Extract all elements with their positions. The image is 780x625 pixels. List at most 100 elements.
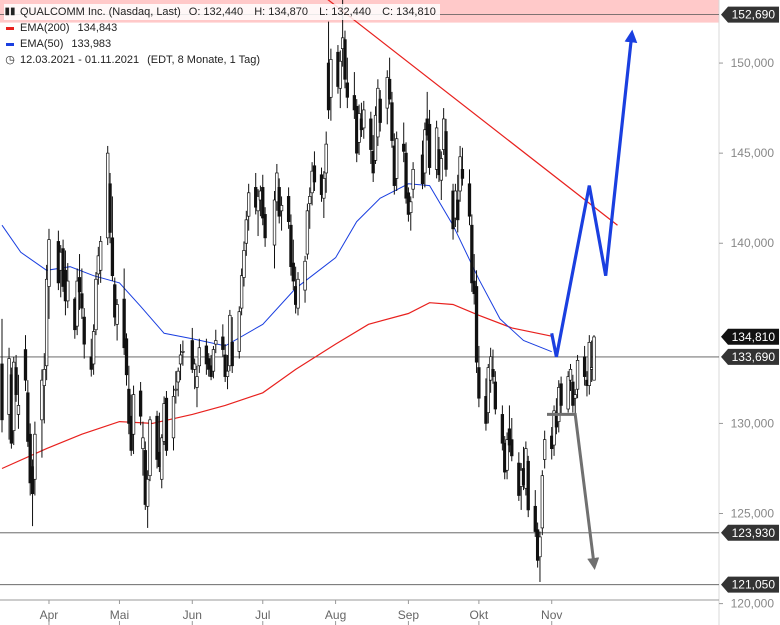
candle bbox=[538, 531, 542, 582]
candle-body bbox=[395, 138, 399, 179]
y-tick-label: 145,000 bbox=[731, 146, 775, 160]
candle-body bbox=[14, 367, 18, 395]
candle-body bbox=[148, 419, 152, 477]
candle-body bbox=[26, 392, 30, 442]
candle-body bbox=[566, 376, 570, 410]
candle bbox=[486, 363, 490, 424]
candle-body bbox=[110, 237, 115, 277]
candle-body bbox=[277, 187, 281, 217]
y-tick-label: 140,000 bbox=[731, 236, 775, 250]
candle bbox=[214, 329, 218, 354]
candle-body bbox=[138, 390, 143, 417]
candles-group bbox=[0, 0, 596, 582]
price-marker-label: 152,690 bbox=[732, 8, 776, 22]
x-tick-label: Okt bbox=[470, 608, 489, 622]
candle-body bbox=[543, 439, 547, 460]
candle bbox=[308, 187, 312, 229]
candle bbox=[122, 268, 126, 355]
candle bbox=[256, 189, 260, 237]
candle bbox=[225, 354, 230, 390]
candle-body bbox=[228, 314, 232, 367]
candle bbox=[566, 371, 570, 413]
candle bbox=[505, 432, 509, 480]
candle-body bbox=[28, 433, 32, 484]
candle-body bbox=[279, 205, 284, 212]
candle bbox=[427, 109, 432, 175]
candle bbox=[190, 327, 194, 373]
candle-body bbox=[289, 224, 293, 268]
candle bbox=[221, 324, 225, 357]
candle-body bbox=[204, 345, 209, 365]
candle bbox=[77, 254, 82, 310]
instrument-name: QUALCOMM Inc. (Nasdaq, Last) bbox=[20, 6, 181, 18]
candle-body bbox=[122, 298, 126, 349]
candle-body bbox=[291, 262, 295, 282]
ema200-line bbox=[1, 302, 552, 470]
candle bbox=[571, 374, 575, 413]
x-tick-label: Jun bbox=[183, 608, 202, 622]
candle bbox=[329, 48, 333, 121]
candle bbox=[369, 111, 373, 164]
candle-body bbox=[402, 143, 406, 152]
candle bbox=[115, 299, 119, 341]
candle bbox=[146, 470, 150, 528]
candle bbox=[66, 263, 70, 309]
candle bbox=[272, 190, 277, 269]
candle-body bbox=[329, 59, 333, 98]
candle-body bbox=[387, 78, 392, 100]
x-tick-label: Apr bbox=[40, 608, 59, 622]
period-range: 12.03.2021 - 01.11.2021 bbox=[20, 54, 140, 66]
price-marker-0: 152,690 bbox=[721, 6, 779, 23]
candle bbox=[434, 120, 439, 179]
candle bbox=[263, 207, 267, 247]
candle bbox=[40, 369, 44, 458]
candle bbox=[305, 203, 310, 260]
candle bbox=[61, 239, 65, 292]
candle-body bbox=[488, 356, 493, 381]
chart-type-icon[interactable]: ▮▮ bbox=[4, 6, 16, 17]
candle bbox=[277, 178, 281, 224]
legend-ema200[interactable]: EMA(200) 134,843 bbox=[4, 20, 440, 36]
candle bbox=[378, 90, 382, 132]
projection-bullish bbox=[550, 29, 638, 358]
candle-body bbox=[244, 219, 248, 244]
candle bbox=[164, 390, 169, 456]
candle bbox=[228, 309, 232, 372]
candle-body bbox=[47, 239, 51, 287]
candle bbox=[47, 228, 51, 319]
candle-body bbox=[174, 388, 178, 391]
candle-body bbox=[164, 397, 169, 451]
candle bbox=[108, 172, 112, 244]
candle-body bbox=[23, 349, 28, 381]
candle bbox=[409, 196, 413, 231]
candle bbox=[470, 214, 474, 292]
candle-body bbox=[16, 405, 21, 415]
price-marker-box bbox=[721, 6, 779, 23]
candle bbox=[124, 333, 129, 386]
candle bbox=[80, 268, 84, 319]
candle bbox=[237, 306, 241, 359]
candle bbox=[423, 122, 427, 188]
candle-body bbox=[324, 143, 328, 174]
candle bbox=[223, 344, 227, 382]
candle bbox=[456, 174, 460, 233]
candle-body bbox=[573, 394, 577, 399]
price-marker-label: 121,050 bbox=[732, 578, 776, 592]
candle-body bbox=[44, 278, 49, 367]
candle-body bbox=[303, 260, 307, 291]
candle-body bbox=[486, 367, 490, 413]
candle bbox=[197, 338, 201, 373]
candle bbox=[171, 385, 176, 451]
candle-body bbox=[538, 536, 542, 558]
candle bbox=[110, 196, 115, 282]
price-marker-box bbox=[721, 328, 779, 345]
x-tick-label: Jul bbox=[255, 608, 270, 622]
candle-body bbox=[108, 183, 112, 233]
candle-body bbox=[571, 381, 575, 406]
candle bbox=[247, 183, 251, 231]
candle bbox=[204, 338, 209, 375]
candle bbox=[113, 277, 117, 327]
candle-body bbox=[176, 370, 180, 383]
legend-ema50[interactable]: EMA(50) 133,983 bbox=[4, 36, 440, 52]
x-tick-label: Mai bbox=[110, 608, 129, 622]
